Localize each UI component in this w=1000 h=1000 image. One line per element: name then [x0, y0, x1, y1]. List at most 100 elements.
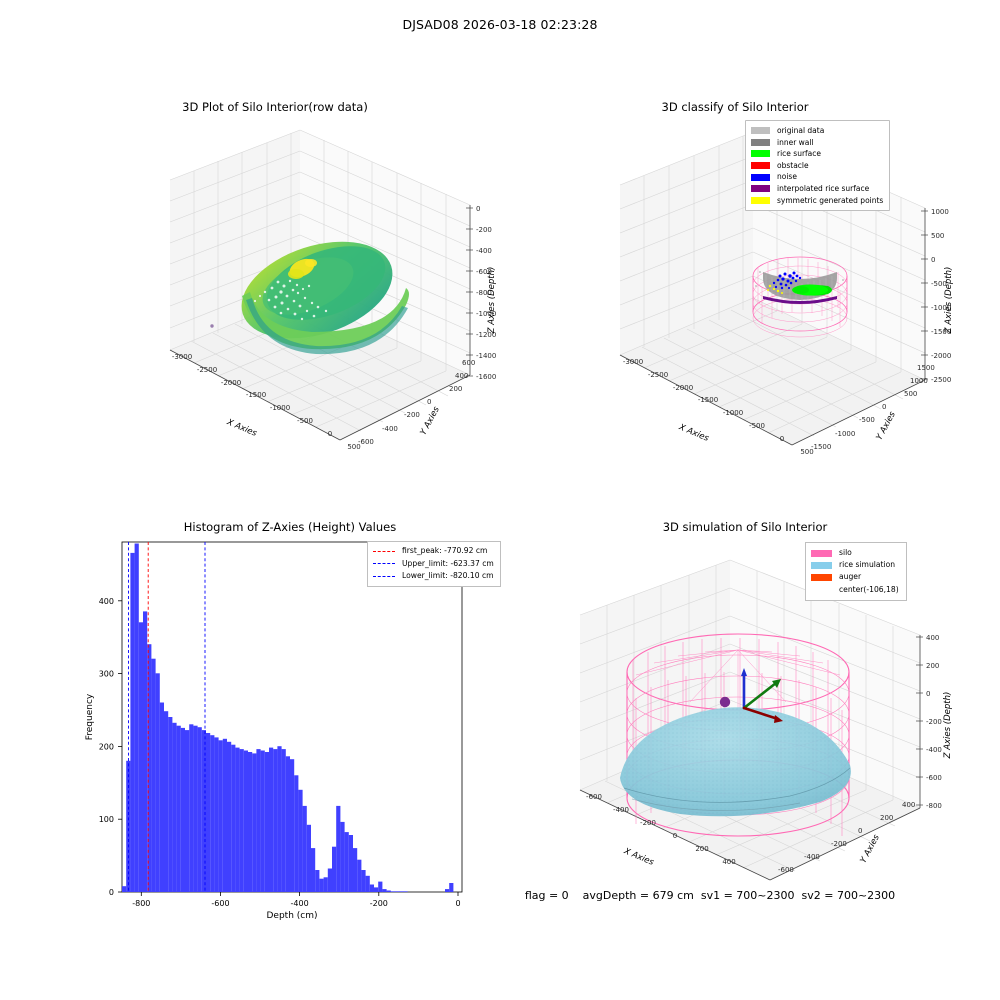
classify-3d-grid [619, 131, 926, 446]
raw-3d-ylabel: Y Axies [419, 405, 443, 437]
legend-swatch-rice-simulation [811, 561, 832, 569]
svg-text:0: 0 [427, 398, 431, 406]
classify-3d-x-ticks: -3000 -2500 -2000 -1500 -1000 -500 0 500 [623, 358, 814, 456]
classify-3d-y-ticks: -1500 -1000 -500 0 500 1000 1500 [811, 364, 935, 451]
legend-item-noise: noise [751, 171, 883, 183]
legend-label-symmetric-generated-points: symmetric generated points [777, 195, 884, 205]
svg-text:-1000: -1000 [723, 409, 743, 417]
svg-text:-400: -400 [926, 746, 942, 754]
legend-swatch-auger [811, 574, 832, 581]
svg-text:-2500: -2500 [197, 366, 217, 374]
classify-3d-z-ticks [921, 210, 928, 380]
legend-swatch-rice-surface [751, 150, 770, 158]
svg-text:1500: 1500 [917, 364, 935, 372]
simulation-3d-z-ticks [916, 636, 923, 806]
panel-raw-3d-plot: 3D Plot of Silo Interior(row data) [50, 100, 500, 470]
svg-text:-400: -400 [613, 806, 629, 814]
simulation-3d-center-marker [719, 696, 731, 708]
legend-item-center-note: center(-106,18) [811, 584, 899, 596]
svg-text:-400: -400 [476, 247, 492, 255]
legend-label-noise: noise [777, 172, 797, 182]
svg-text:-200: -200 [831, 840, 847, 848]
svg-text:-400: -400 [804, 853, 820, 861]
raw-3d-z-tick-labels: 0 -200 -400 -600 -800 -1000 -1200 -1400 … [476, 205, 496, 381]
histogram-y-ticks [118, 600, 122, 893]
figure-suptitle: DJSAD08 2026-03-18 02:23:28 [402, 17, 598, 32]
legend-label-interpolated-rice-surface: interpolated rice surface [777, 183, 870, 193]
legend-label-obstacle: obstacle [777, 160, 809, 170]
svg-text:-800: -800 [132, 899, 150, 908]
svg-text:-200: -200 [370, 899, 388, 908]
svg-text:-200: -200 [926, 718, 942, 726]
svg-text:-600: -600 [211, 899, 229, 908]
svg-text:300: 300 [99, 670, 114, 679]
svg-text:-3000: -3000 [623, 358, 643, 366]
simulation-3d-rice-dome [620, 707, 851, 817]
svg-text:-400: -400 [291, 899, 309, 908]
legend-swatch-obstacle [751, 162, 770, 170]
svg-text:200: 200 [695, 845, 708, 853]
svg-text:-500: -500 [297, 417, 313, 425]
svg-text:-1500: -1500 [931, 328, 951, 336]
histogram-axes: 0 100 200 300 400 Frequency -800 -600 -4… [85, 541, 463, 921]
svg-text:-1000: -1000 [931, 304, 951, 312]
legend-label-inner-wall: inner wall [777, 137, 814, 147]
classify-3d-ylabel: Y Axies [875, 410, 899, 442]
svg-text:-2000: -2000 [931, 352, 951, 360]
histogram-x-tick-labels: -800 -600 -400 -200 0 [132, 899, 460, 908]
svg-text:-3000: -3000 [172, 353, 192, 361]
legend-item-original-data: original data [751, 125, 883, 137]
svg-text:500: 500 [931, 232, 944, 240]
svg-text:-400: -400 [382, 425, 398, 433]
simulation-3d-axis-arrows [741, 668, 783, 723]
svg-text:-1600: -1600 [476, 373, 496, 381]
svg-text:-500: -500 [931, 280, 947, 288]
svg-text:400: 400 [926, 634, 939, 642]
svg-text:400: 400 [902, 801, 915, 809]
svg-text:0: 0 [858, 827, 862, 835]
legend-line-upper-limit [373, 563, 395, 565]
svg-text:200: 200 [449, 385, 462, 393]
histogram-bars [122, 543, 454, 892]
svg-text:0: 0 [882, 403, 886, 411]
classify-3d-z-tick-labels: 1000 500 0 -500 -1000 -1500 -2000 -2500 [931, 208, 951, 384]
simulation-3d-spines [579, 635, 921, 881]
svg-text:-600: -600 [476, 268, 492, 276]
classify-3d-legend: original data inner wall rice surface ob… [745, 120, 891, 212]
simulation-3d-xlabel: X Axies [621, 846, 655, 868]
legend-label-rice-simulation: rice simulation [839, 560, 896, 570]
raw-3d-xlabel: X Axies [224, 417, 258, 439]
svg-text:400: 400 [455, 372, 468, 380]
svg-text:-1000: -1000 [835, 430, 855, 438]
classify-3d-xlabel: X Axies [676, 422, 710, 444]
histogram-xlabel: Depth (cm) [266, 911, 317, 921]
raw-3d-z-ticks [466, 207, 473, 377]
svg-text:-1000: -1000 [270, 404, 290, 412]
legend-item-silo: silo [811, 547, 899, 559]
svg-text:0: 0 [476, 205, 480, 213]
svg-text:0: 0 [109, 888, 114, 897]
legend-item-first-peak: first_peak: -770.92 cm [373, 545, 494, 558]
svg-text:-600: -600 [926, 774, 942, 782]
svg-text:-200: -200 [640, 819, 656, 827]
svg-text:-2500: -2500 [931, 376, 951, 384]
svg-text:0: 0 [455, 899, 460, 908]
svg-text:400: 400 [722, 858, 735, 866]
raw-3d-zlabel: Z Axies (Depth) [487, 267, 497, 335]
classify-3d-silo [752, 256, 848, 338]
svg-text:-1200: -1200 [476, 331, 496, 339]
simulation-3d-zlabel: Z Axies (Depth) [943, 692, 953, 760]
status-line: flag = 0 avgDepth = 679 cm sv1 = 700~230… [524, 889, 896, 902]
panel-histogram: Histogram of Z-Axies (Height) Values [80, 520, 501, 921]
svg-text:600: 600 [462, 359, 475, 367]
panel-raw-3d-title: 3D Plot of Silo Interior(row data) [182, 100, 368, 114]
svg-text:-800: -800 [926, 802, 942, 810]
svg-text:-800: -800 [476, 289, 492, 297]
simulation-3d-z-tick-labels: 400 200 0 -200 -400 -600 -800 [926, 634, 942, 810]
legend-item-rice-surface: rice surface [751, 148, 883, 160]
svg-text:200: 200 [880, 814, 893, 822]
panel-classify-3d-plot: 3D classify of Silo Interior [510, 100, 960, 470]
legend-label-center-note: center(-106,18) [839, 584, 899, 594]
legend-swatch-symmetric-generated-points [751, 196, 770, 204]
legend-item-lower-limit: Lower_limit: -820.10 cm [373, 570, 494, 583]
